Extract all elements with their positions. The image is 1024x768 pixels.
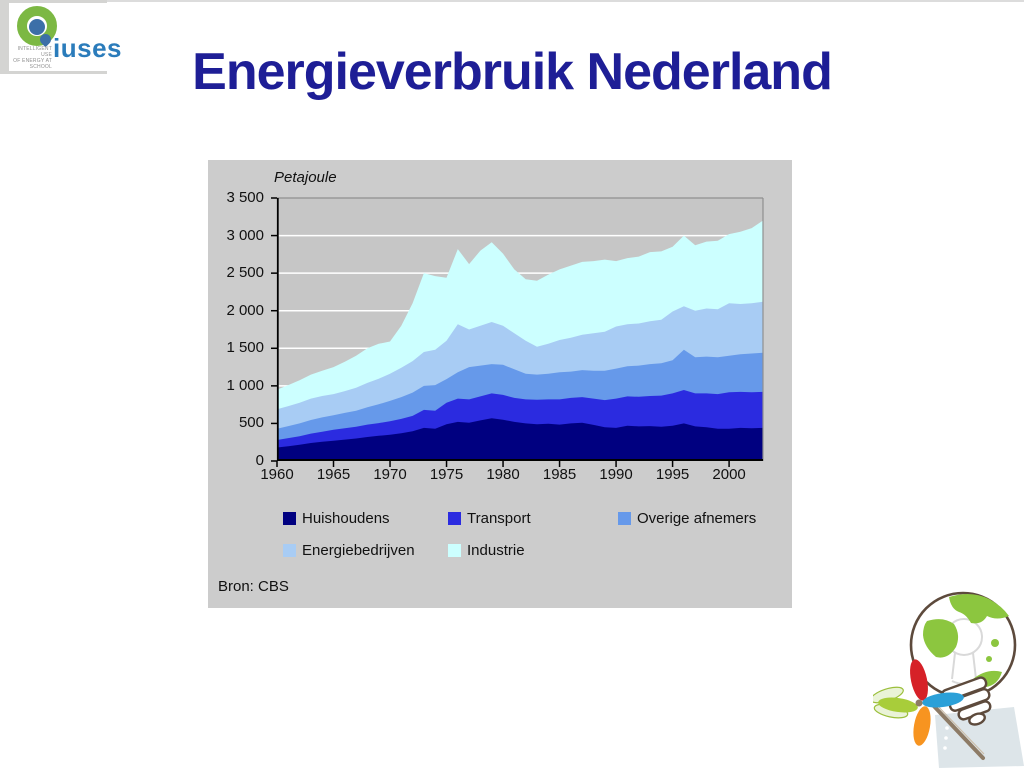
iuses-tagline-line2: OF ENERGY AT SCHOOL bbox=[13, 58, 52, 70]
y-axis-tick-label: 1 500 bbox=[226, 339, 264, 357]
slide-top-edge bbox=[0, 0, 1024, 2]
y-axis-tick-label: 3 000 bbox=[226, 226, 264, 244]
x-axis-tick-label: 1970 bbox=[373, 466, 407, 483]
y-axis-tick-label: 1 000 bbox=[226, 376, 264, 394]
legend-item: Overige afnemers bbox=[618, 510, 756, 527]
legend-swatch-icon bbox=[283, 544, 296, 557]
legend-swatch-icon bbox=[283, 512, 296, 525]
x-axis-tick-label: 1965 bbox=[316, 466, 351, 483]
energy-chart-panel: Petajoule 0 500 1 000 1 500 2 000 2 500 3 000 3… bbox=[208, 160, 792, 608]
legend-item: Energiebedrijven bbox=[283, 542, 448, 559]
chart-source: Bron: CBS bbox=[218, 578, 289, 595]
stacked-area-chart bbox=[271, 197, 764, 467]
chart-unit-label: Petajoule bbox=[274, 169, 337, 186]
x-axis-tick-label: 2000 bbox=[712, 466, 746, 483]
iuses-dot-icon bbox=[29, 19, 45, 35]
legend-label: Industrie bbox=[467, 542, 525, 559]
legend-label: Transport bbox=[467, 510, 531, 527]
x-axis-tick-label: 1985 bbox=[542, 466, 577, 483]
x-axis-tick-label: 1980 bbox=[486, 466, 520, 483]
chart-legend-row-2: Energiebedrijven Industrie bbox=[283, 542, 618, 559]
x-axis-tick-label: 1975 bbox=[429, 466, 464, 483]
pinwheel-icon bbox=[873, 659, 964, 746]
legend-swatch-icon bbox=[618, 512, 631, 525]
legend-item: Transport bbox=[448, 510, 618, 527]
y-axis-tick-label: 2 500 bbox=[226, 264, 264, 282]
legend-swatch-icon bbox=[448, 512, 461, 525]
paper-icon bbox=[935, 707, 1024, 768]
legend-item: Industrie bbox=[448, 542, 618, 559]
iuses-ring-icon bbox=[17, 6, 57, 46]
page-title: Energieverbruik Nederland bbox=[192, 43, 833, 101]
iuses-wordmark: iuses bbox=[53, 33, 122, 63]
iuses-tagline: INTELLIGENT USE OF ENERGY AT SCHOOL bbox=[10, 46, 52, 70]
bulb-globe-illustration bbox=[873, 591, 1024, 768]
y-axis-tick-label: 2 000 bbox=[226, 301, 264, 319]
x-axis-tick-label: 1990 bbox=[599, 466, 633, 483]
pinwheel-stick-icon bbox=[929, 700, 985, 760]
chart-legend-row-1: Huishoudens Transport Overige afnemers bbox=[283, 510, 756, 527]
legend-label: Overige afnemers bbox=[637, 510, 757, 527]
lightbulb-globe-icon bbox=[909, 591, 1017, 726]
y-axis-tick-label: 3 500 bbox=[226, 189, 264, 206]
iuses-logo: INTELLIGENT USE OF ENERGY AT SCHOOL iuse… bbox=[0, 0, 122, 74]
legend-label: Energiebedrijven bbox=[302, 542, 415, 559]
y-axis-tick-label: 0 bbox=[255, 452, 264, 469]
iuses-logo-card: INTELLIGENT USE OF ENERGY AT SCHOOL iuse… bbox=[9, 3, 122, 71]
legend-label: Huishoudens bbox=[302, 510, 390, 527]
x-axis-tick-label: 1995 bbox=[655, 466, 690, 483]
legend-item: Huishoudens bbox=[283, 510, 448, 527]
legend-swatch-icon bbox=[448, 544, 461, 557]
iuses-tagline-line1: INTELLIGENT USE bbox=[17, 46, 52, 58]
y-axis-tick-label: 500 bbox=[238, 414, 264, 432]
x-axis-tick-label: 1960 bbox=[260, 466, 294, 483]
